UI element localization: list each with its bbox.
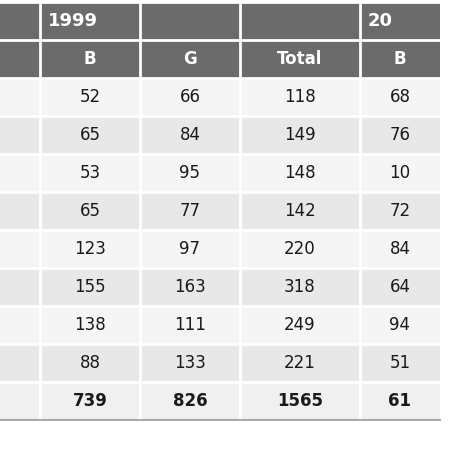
Text: 84: 84: [180, 126, 201, 144]
Text: 65: 65: [80, 202, 100, 220]
Text: Total: Total: [277, 50, 323, 68]
Text: 68: 68: [390, 88, 410, 106]
Bar: [140, 78, 240, 116]
Bar: [40, 78, 140, 116]
Text: 61: 61: [389, 392, 411, 410]
Bar: [240, 230, 360, 268]
Text: 1565: 1565: [277, 392, 323, 410]
Bar: [140, 192, 240, 230]
Bar: [360, 268, 440, 306]
Bar: [140, 344, 240, 382]
Bar: [240, 344, 360, 382]
Bar: [0, 382, 40, 420]
Text: 111: 111: [174, 316, 206, 334]
Bar: [0, 268, 40, 306]
Text: 739: 739: [73, 392, 108, 410]
Text: 249: 249: [284, 316, 316, 334]
Text: 72: 72: [390, 202, 410, 220]
Bar: [360, 230, 440, 268]
Bar: [140, 154, 240, 192]
Bar: [360, 382, 440, 420]
Text: B: B: [84, 50, 96, 68]
Text: 94: 94: [390, 316, 410, 334]
Bar: [0, 2, 40, 40]
Bar: [240, 268, 360, 306]
Bar: [0, 192, 40, 230]
Bar: [40, 116, 140, 154]
Text: 155: 155: [74, 278, 106, 296]
Bar: [240, 116, 360, 154]
Bar: [360, 192, 440, 230]
Bar: [0, 306, 40, 344]
Text: 149: 149: [284, 126, 316, 144]
Bar: [40, 154, 140, 192]
Text: 133: 133: [174, 354, 206, 372]
Text: 52: 52: [80, 88, 100, 106]
Text: 95: 95: [180, 164, 201, 182]
Bar: [360, 78, 440, 116]
Bar: [360, 154, 440, 192]
Bar: [240, 306, 360, 344]
Text: 65: 65: [80, 126, 100, 144]
Bar: [0, 230, 40, 268]
Text: 76: 76: [390, 126, 410, 144]
Bar: [40, 230, 140, 268]
Bar: [140, 230, 240, 268]
Bar: [0, 116, 40, 154]
Text: 220: 220: [284, 240, 316, 258]
Text: 123: 123: [74, 240, 106, 258]
Text: 84: 84: [390, 240, 410, 258]
Bar: [240, 40, 360, 78]
Text: 20: 20: [368, 12, 393, 30]
Text: 1999: 1999: [48, 12, 98, 30]
Bar: [40, 40, 140, 78]
Bar: [240, 154, 360, 192]
Text: B: B: [394, 50, 406, 68]
Text: 88: 88: [80, 354, 100, 372]
Bar: [360, 116, 440, 154]
Text: 148: 148: [284, 164, 316, 182]
Bar: [140, 40, 240, 78]
Bar: [40, 382, 140, 420]
Text: 64: 64: [390, 278, 410, 296]
Bar: [140, 382, 240, 420]
Bar: [40, 306, 140, 344]
Bar: [40, 268, 140, 306]
Bar: [360, 344, 440, 382]
Text: 118: 118: [284, 88, 316, 106]
Text: 77: 77: [180, 202, 201, 220]
Text: 10: 10: [390, 164, 410, 182]
Bar: [0, 344, 40, 382]
Text: 138: 138: [74, 316, 106, 334]
Bar: [360, 306, 440, 344]
Text: 163: 163: [174, 278, 206, 296]
Text: 97: 97: [180, 240, 201, 258]
Bar: [240, 192, 360, 230]
Text: G: G: [183, 50, 197, 68]
Bar: [140, 268, 240, 306]
Text: 826: 826: [173, 392, 207, 410]
Bar: [0, 40, 40, 78]
Bar: [40, 344, 140, 382]
Text: 66: 66: [180, 88, 201, 106]
Bar: [360, 2, 440, 40]
Text: 53: 53: [80, 164, 100, 182]
Text: 221: 221: [284, 354, 316, 372]
Bar: [140, 116, 240, 154]
Bar: [140, 306, 240, 344]
Bar: [0, 154, 40, 192]
Bar: [40, 2, 360, 40]
Text: 142: 142: [284, 202, 316, 220]
Bar: [40, 192, 140, 230]
Bar: [360, 40, 440, 78]
Text: 318: 318: [284, 278, 316, 296]
Bar: [240, 78, 360, 116]
Text: al: al: [0, 50, 1, 68]
Bar: [0, 78, 40, 116]
Bar: [240, 382, 360, 420]
Text: 51: 51: [390, 354, 410, 372]
